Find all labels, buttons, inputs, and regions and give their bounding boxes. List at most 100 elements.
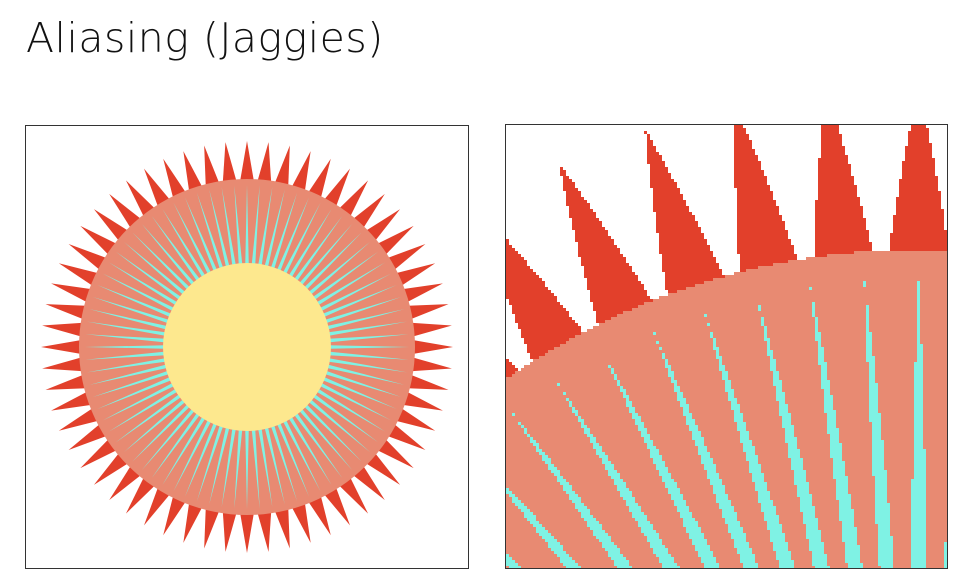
pixel-run xyxy=(809,482,836,485)
pixel-run xyxy=(572,500,581,503)
pixel-run xyxy=(755,482,767,485)
pixel-run xyxy=(875,377,914,380)
pixel-run xyxy=(674,377,722,380)
pixel-run xyxy=(677,398,686,401)
spike xyxy=(204,501,222,549)
pixel-run xyxy=(743,563,758,566)
pixel-run xyxy=(620,386,623,389)
pixel-run xyxy=(653,332,656,335)
pixel-run xyxy=(818,194,857,197)
pixel-run xyxy=(710,479,722,482)
pixel-run xyxy=(782,530,806,533)
pixel-run xyxy=(734,542,749,545)
pixel-run xyxy=(914,365,923,368)
pixel-run xyxy=(575,407,629,410)
pixel-run xyxy=(662,476,671,479)
pixel-run xyxy=(917,320,920,323)
pixel-run xyxy=(581,257,626,260)
pixel-run xyxy=(914,470,926,473)
pixel-run xyxy=(890,512,911,515)
pixel-run xyxy=(578,413,632,416)
pixel-run xyxy=(737,428,746,431)
pixel-run xyxy=(536,446,539,449)
pixel-run xyxy=(821,344,866,347)
pixel-run xyxy=(902,170,935,173)
pixel-run xyxy=(707,473,719,476)
pixel-run xyxy=(689,407,731,410)
pixel-run xyxy=(926,500,947,503)
pixel-run xyxy=(827,560,845,563)
pixel-run xyxy=(773,380,782,383)
pixel-run xyxy=(734,146,752,149)
pixel-run xyxy=(728,524,740,527)
pixel-run xyxy=(596,314,617,317)
pixel-run xyxy=(719,365,725,368)
pixel-run xyxy=(626,389,674,392)
pixel-run xyxy=(629,506,641,509)
pixel-run xyxy=(662,266,719,269)
pixel-run xyxy=(779,413,791,416)
pixel-run xyxy=(677,482,710,485)
pixel-run xyxy=(764,320,815,323)
pixel-run xyxy=(779,407,788,410)
pixel-run xyxy=(707,446,743,449)
pixel-run xyxy=(683,521,698,524)
pixel-run xyxy=(767,488,797,491)
pixel-run xyxy=(764,512,776,515)
pixel-run xyxy=(602,461,611,464)
pixel-run xyxy=(551,470,560,473)
pixel-run xyxy=(911,542,926,545)
pixel-run xyxy=(773,263,947,266)
pixel-run xyxy=(920,308,947,311)
pixel-run xyxy=(506,527,536,530)
pixel-run xyxy=(869,320,917,323)
ray xyxy=(282,419,321,492)
pixel-run xyxy=(710,545,734,548)
pixel-run xyxy=(821,533,842,536)
pixel-run xyxy=(911,548,926,551)
pixel-run xyxy=(545,353,662,356)
pixel-run xyxy=(647,158,662,161)
pixel-run xyxy=(731,401,737,404)
pixel-run xyxy=(650,173,671,176)
pixel-run xyxy=(839,437,872,440)
pixel-run xyxy=(746,425,782,428)
pixel-run xyxy=(506,395,623,398)
pixel-run xyxy=(560,557,572,560)
pixel-run xyxy=(827,557,845,560)
pixel-run xyxy=(848,476,875,479)
pixel-run xyxy=(818,179,854,182)
pixel-run xyxy=(764,479,794,482)
pixel-run xyxy=(506,440,530,443)
pixel-run xyxy=(665,281,704,284)
pixel-run xyxy=(623,554,656,557)
pixel-run xyxy=(758,494,770,497)
pixel-run xyxy=(923,350,947,353)
pixel-run xyxy=(701,527,728,530)
pixel-run xyxy=(770,491,797,494)
pixel-run xyxy=(734,539,746,542)
pixel-run xyxy=(758,500,773,503)
pixel-run xyxy=(707,323,710,326)
pixel-run xyxy=(752,479,764,482)
pixel-run xyxy=(761,506,776,509)
pixel-run xyxy=(629,563,662,566)
pixel-run xyxy=(650,182,677,185)
pixel-run xyxy=(563,545,602,548)
pixel-run xyxy=(920,332,947,335)
pixel-run xyxy=(656,446,698,449)
pixel-run xyxy=(725,380,731,383)
pixel-run xyxy=(872,440,884,443)
pixel-run xyxy=(713,332,764,335)
pixel-run xyxy=(524,425,581,428)
ray xyxy=(234,428,243,509)
pixel-run xyxy=(782,416,791,419)
pixel-run xyxy=(575,233,608,236)
pixel-run xyxy=(716,338,764,341)
pixel-run xyxy=(809,542,824,545)
pixel-run xyxy=(659,296,917,299)
pixel-run xyxy=(572,407,575,410)
pixel-run xyxy=(866,317,869,320)
pixel-run xyxy=(545,452,596,455)
pixel-run xyxy=(776,506,800,509)
